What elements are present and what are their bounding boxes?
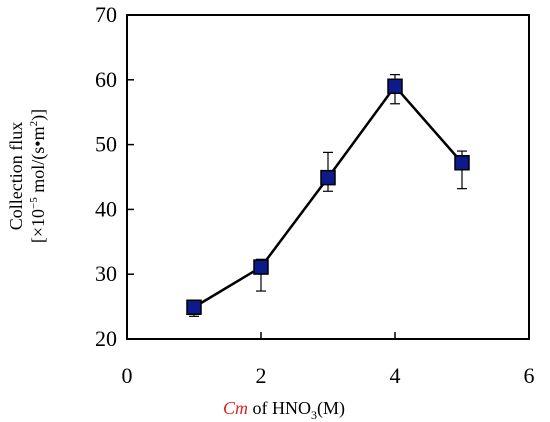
y-tick-label: 40 (95, 196, 117, 221)
y-tick-label: 20 (95, 326, 117, 351)
data-point (186, 299, 202, 315)
y-axis-label-line1: Collection flux (6, 122, 26, 230)
y-axis-label-line2: [×10−5 mol/(s•m2)] (28, 109, 49, 243)
plot-frame (126, 14, 530, 340)
series-line (193, 85, 463, 309)
x-axis-label: Cm of HNO3(M) (223, 398, 345, 422)
x-axis-ticks: 0 2 4 6 (122, 332, 535, 388)
x-tick-label: 4 (390, 363, 401, 388)
y-axis-label: Collection flux [×10−5 mol/(s•m2)] (6, 109, 49, 243)
x-axis-label-accent: Cm (223, 398, 248, 418)
x-tick-label: 2 (256, 363, 267, 388)
y-axis-ticks: 20 30 40 50 60 70 (95, 2, 134, 351)
data-point (454, 154, 470, 171)
data-point (387, 78, 403, 95)
y-tick-label: 70 (95, 2, 117, 27)
y-tick-label: 60 (95, 67, 117, 92)
y-tick-label: 50 (95, 132, 117, 157)
data-point (320, 169, 336, 186)
y-tick-label: 30 (95, 261, 117, 286)
series (186, 74, 470, 317)
x-tick-label: 0 (122, 363, 133, 388)
x-tick-label: 6 (524, 363, 535, 388)
data-point (253, 259, 269, 275)
